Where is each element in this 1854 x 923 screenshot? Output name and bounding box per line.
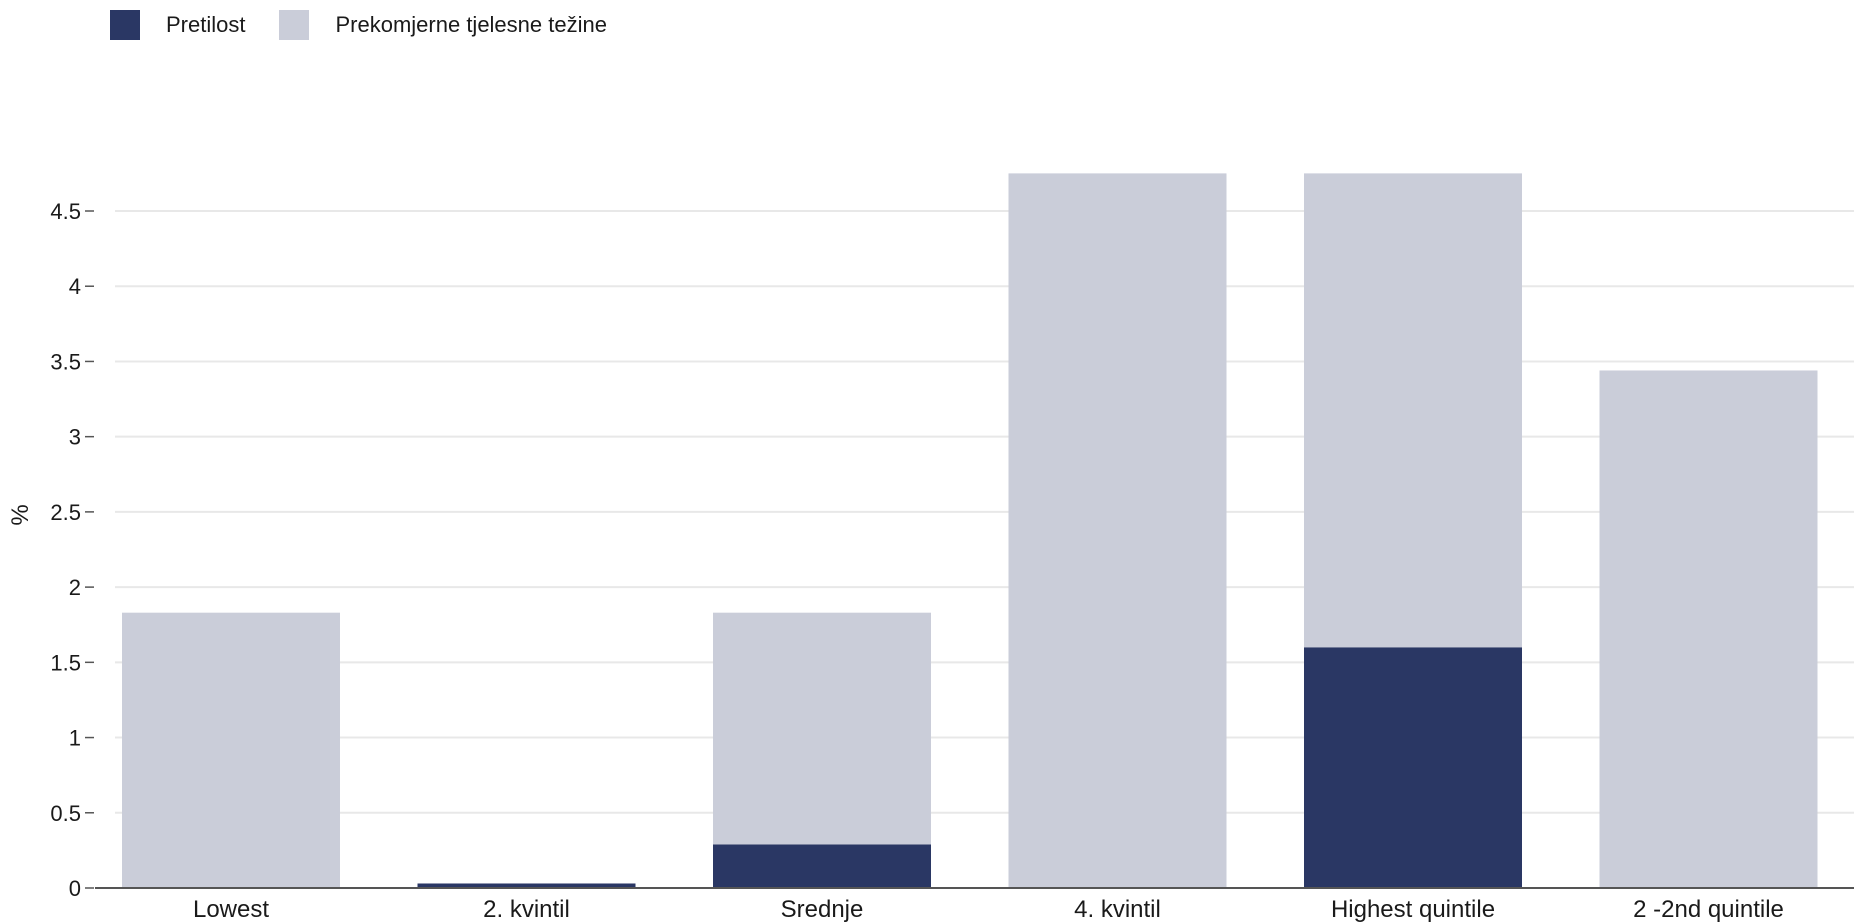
y-tick-label: 4.5: [50, 199, 81, 224]
bar-obesity: [713, 844, 931, 888]
bar-overweight: [1599, 370, 1818, 889]
bar-obesity: [1304, 647, 1522, 888]
gridlines: [115, 210, 1854, 814]
bar-overweight: [1008, 173, 1227, 888]
x-tick-label: 2. kvintil: [483, 896, 570, 923]
legend-label-obesity: Pretilost: [166, 12, 246, 37]
y-axis-label: %: [7, 504, 34, 525]
x-tick-label: 4. kvintil: [1074, 896, 1161, 923]
x-tick-label: Srednje: [781, 896, 864, 923]
y-tick-label: 1: [69, 726, 81, 751]
legend-label-overweight: Prekomjerne tjelesne težine: [335, 12, 607, 37]
y-tick-label: 2: [69, 575, 81, 600]
bar-overweight: [1304, 173, 1522, 648]
bars: [122, 173, 1818, 889]
y-tick-label: 0: [69, 876, 81, 901]
axes: [85, 210, 1854, 889]
legend-item-overweight[interactable]: Prekomjerne tjelesne težine: [279, 10, 607, 40]
x-tick-label: 2 -2nd quintile: [1633, 896, 1784, 923]
bar-obesity: [417, 883, 636, 888]
y-tick-label: 4: [69, 274, 81, 299]
y-tick-label: 2.5: [50, 500, 81, 525]
legend-item-obesity[interactable]: Pretilost: [110, 10, 245, 40]
y-tick-label: 3: [69, 425, 81, 450]
x-tick-label: Highest quintile: [1331, 896, 1495, 923]
y-tick-label: 3.5: [50, 349, 81, 374]
x-tick-label: Lowest: [193, 896, 269, 923]
bar-overweight: [713, 612, 931, 845]
y-tick-label: 0.5: [50, 801, 81, 826]
legend-swatch-obesity: [110, 10, 140, 40]
legend-swatch-overweight: [279, 10, 310, 40]
y-tick-label: 1.5: [50, 650, 81, 675]
chart-legend: Pretilost Prekomjerne tjelesne težine: [110, 10, 607, 40]
axis-labels: 0 0.5 1 1.5 2 2.5 3 3.5 4 4.5 Lowest 2. kvintil Sred…: [7, 199, 1784, 923]
bar-overweight: [122, 612, 340, 888]
